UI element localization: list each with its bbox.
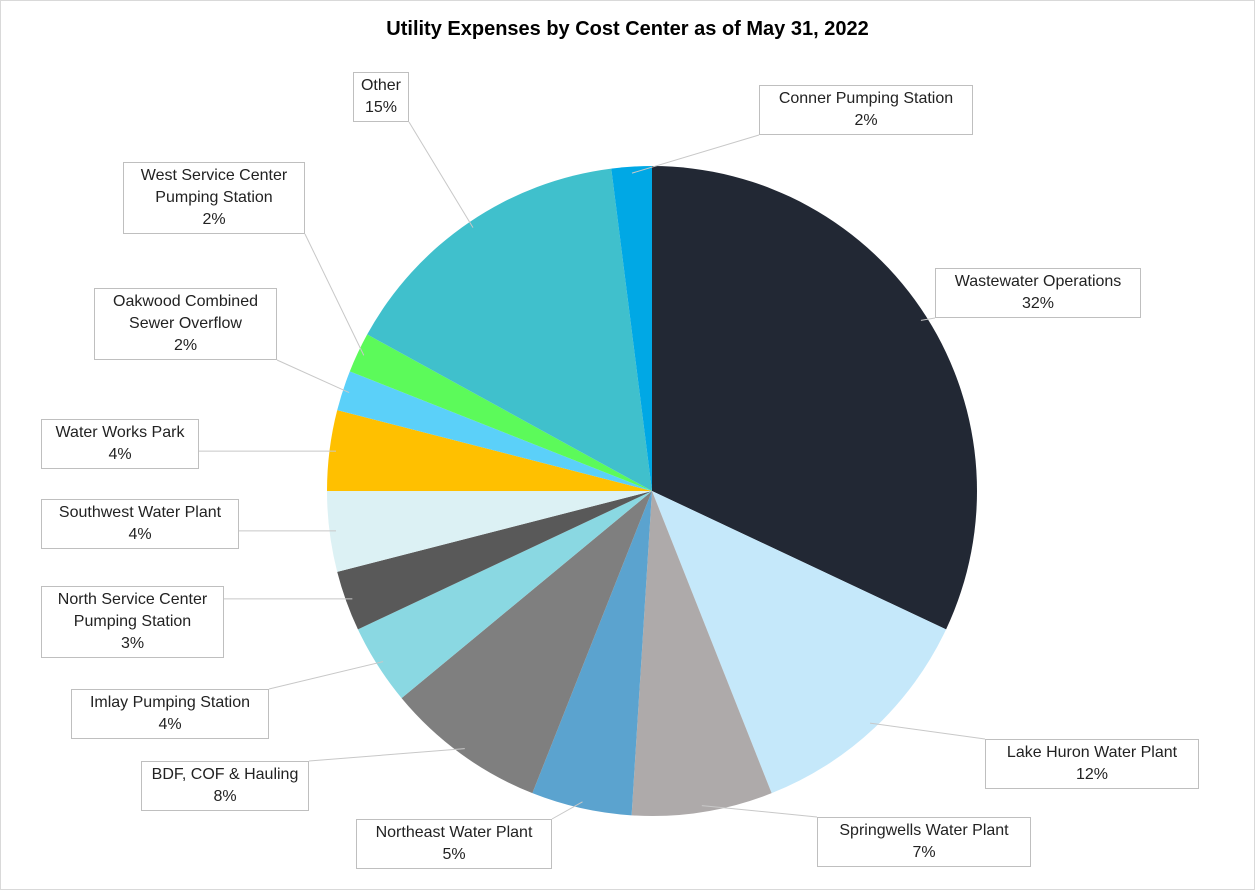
data-label: West Service Center Pumping Station 2% xyxy=(123,162,305,234)
leader-line xyxy=(631,134,760,174)
data-label: Conner Pumping Station 2% xyxy=(759,85,973,135)
data-label: Northeast Water Plant 5% xyxy=(356,819,552,869)
pie-slice xyxy=(349,334,652,491)
data-label: Other 15% xyxy=(353,72,409,122)
pie-slice xyxy=(611,166,652,491)
leader-line xyxy=(920,317,936,321)
value-label: 2% xyxy=(202,211,226,228)
data-label: Lake Huron Water Plant 12% xyxy=(985,739,1199,789)
pie-slice xyxy=(367,168,652,491)
data-label: Imlay Pumping Station 4% xyxy=(71,689,269,739)
leader-line xyxy=(408,121,474,228)
value-label: 8% xyxy=(213,788,237,805)
value-label: 5% xyxy=(442,846,466,863)
category-label: Imlay Pumping Station xyxy=(89,694,251,711)
value-label: 12% xyxy=(1075,766,1109,783)
value-label: 4% xyxy=(128,526,152,543)
category-label: Lake Huron Water Plant xyxy=(1006,744,1178,761)
category-label: North Service Center Pumping Station xyxy=(57,591,208,630)
value-label: 2% xyxy=(173,337,198,354)
category-label: Water Works Park xyxy=(55,424,185,441)
pie-slice xyxy=(327,491,652,572)
data-label: BDF, COF & Hauling 8% xyxy=(141,761,309,811)
category-label: Oakwood Combined Sewer Overflow xyxy=(113,293,258,332)
category-label: Other xyxy=(360,77,401,94)
value-label: 2% xyxy=(854,112,878,129)
pie-slice xyxy=(652,166,977,630)
pie-slice xyxy=(652,491,947,794)
value-label: 7% xyxy=(912,844,936,861)
data-label: Water Works Park 4% xyxy=(41,419,199,469)
pie-slice xyxy=(327,410,652,491)
pie-slice xyxy=(532,491,652,816)
category-label: Conner Pumping Station xyxy=(778,90,954,107)
data-label: Oakwood Combined Sewer Overflow 2% xyxy=(94,288,277,360)
category-label: West Service Center Pumping Station xyxy=(140,167,288,206)
data-label: Southwest Water Plant 4% xyxy=(41,499,239,549)
leader-line xyxy=(276,359,350,394)
value-label: 3% xyxy=(120,635,145,652)
value-label: 4% xyxy=(108,446,132,463)
pie-slice xyxy=(631,491,772,817)
pie-slice xyxy=(337,371,652,491)
category-label: Northeast Water Plant xyxy=(375,824,533,841)
leader-line xyxy=(869,722,986,740)
value-label: 15% xyxy=(364,99,398,116)
data-label: Springwells Water Plant 7% xyxy=(817,817,1031,867)
data-label: North Service Center Pumping Station 3% xyxy=(41,586,224,658)
data-label: Wastewater Operations 32% xyxy=(935,268,1141,318)
category-label: Springwells Water Plant xyxy=(839,822,1009,839)
category-label: Wastewater Operations xyxy=(954,273,1122,290)
leader-lines xyxy=(199,121,986,820)
leader-line xyxy=(308,748,465,762)
leader-line xyxy=(304,233,365,356)
leader-line xyxy=(701,805,818,818)
leader-line xyxy=(551,801,583,820)
category-label: Southwest Water Plant xyxy=(58,504,222,521)
chart-title: Utility Expenses by Cost Center as of Ma… xyxy=(386,18,869,40)
pie-slice xyxy=(401,491,652,794)
category-label: BDF, COF & Hauling xyxy=(151,766,299,783)
leader-line xyxy=(268,661,384,690)
value-label: 32% xyxy=(1021,295,1055,312)
pie-slice xyxy=(357,491,652,699)
pie-slice xyxy=(337,491,652,630)
value-label: 4% xyxy=(158,716,182,733)
